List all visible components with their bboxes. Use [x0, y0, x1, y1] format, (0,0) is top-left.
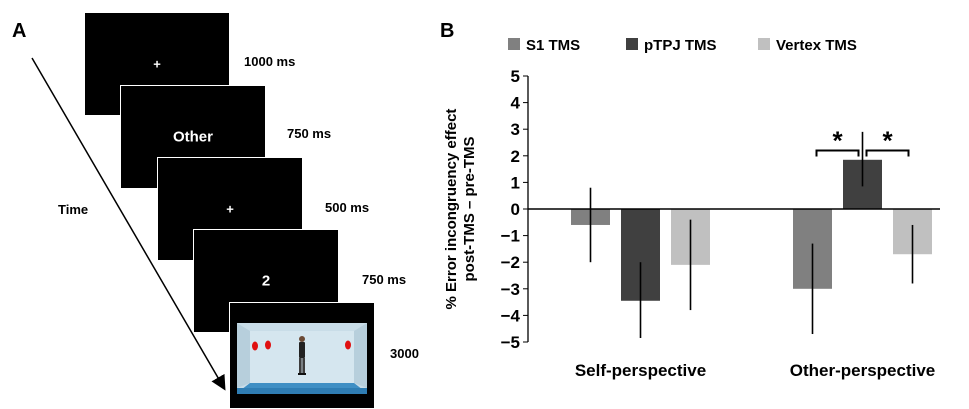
significance-marker: * — [832, 125, 843, 155]
y-tick-label: −5 — [501, 333, 520, 352]
y-tick-label: −4 — [501, 306, 521, 325]
y-tick-label: 0 — [511, 200, 520, 219]
significance-bracket — [865, 149, 910, 157]
legend-swatch — [758, 38, 770, 50]
avatar-figure — [298, 336, 306, 375]
significance-marker: * — [882, 125, 893, 155]
legend-label: Vertex TMS — [776, 37, 857, 54]
y-tick-label: 2 — [511, 147, 520, 166]
fixation-cross: + — [153, 56, 161, 72]
fixation-cross: + — [226, 201, 234, 217]
panel-a-label: A — [12, 20, 27, 42]
time-label: Time — [58, 202, 89, 217]
y-axis-label: % Error incongruency effect — [443, 109, 460, 310]
number-cue: 2 — [261, 272, 271, 290]
scene-frame — [229, 302, 375, 409]
red-dot — [265, 340, 271, 350]
y-tick-label: 3 — [511, 120, 520, 139]
avatar-room-scene — [237, 323, 367, 394]
duration-label-1: 1000 ms — [244, 54, 296, 69]
y-tick-label: 4 — [511, 94, 521, 113]
category-label: Other-perspective — [790, 361, 936, 380]
red-dot — [252, 341, 258, 351]
y-tick-label: −2 — [501, 253, 520, 272]
y-tick-label: 1 — [511, 173, 520, 192]
y-tick-label: 5 — [511, 67, 520, 86]
y-tick-label: −3 — [501, 280, 520, 299]
duration-label-3: 500 ms — [325, 200, 370, 215]
significance-bracket — [815, 149, 860, 157]
y-tick-label: −1 — [501, 227, 520, 246]
red-dot — [345, 340, 351, 350]
panel-b-label: B — [440, 20, 455, 42]
y-axis-label-line2: post-TMS – pre-TMS — [461, 137, 478, 282]
legend-label: pTPJ TMS — [644, 37, 717, 54]
category-label: Self-perspective — [575, 361, 706, 380]
duration-label-5: 3000 — [390, 346, 419, 361]
legend-swatch — [508, 38, 520, 50]
legend-label: S1 TMS — [526, 37, 580, 54]
duration-label-2: 750 ms — [287, 126, 332, 141]
time-arrow — [31, 57, 226, 391]
duration-label-4: 750 ms — [362, 272, 407, 287]
legend-swatch — [626, 38, 638, 50]
perspective-cue: Other — [172, 128, 213, 146]
